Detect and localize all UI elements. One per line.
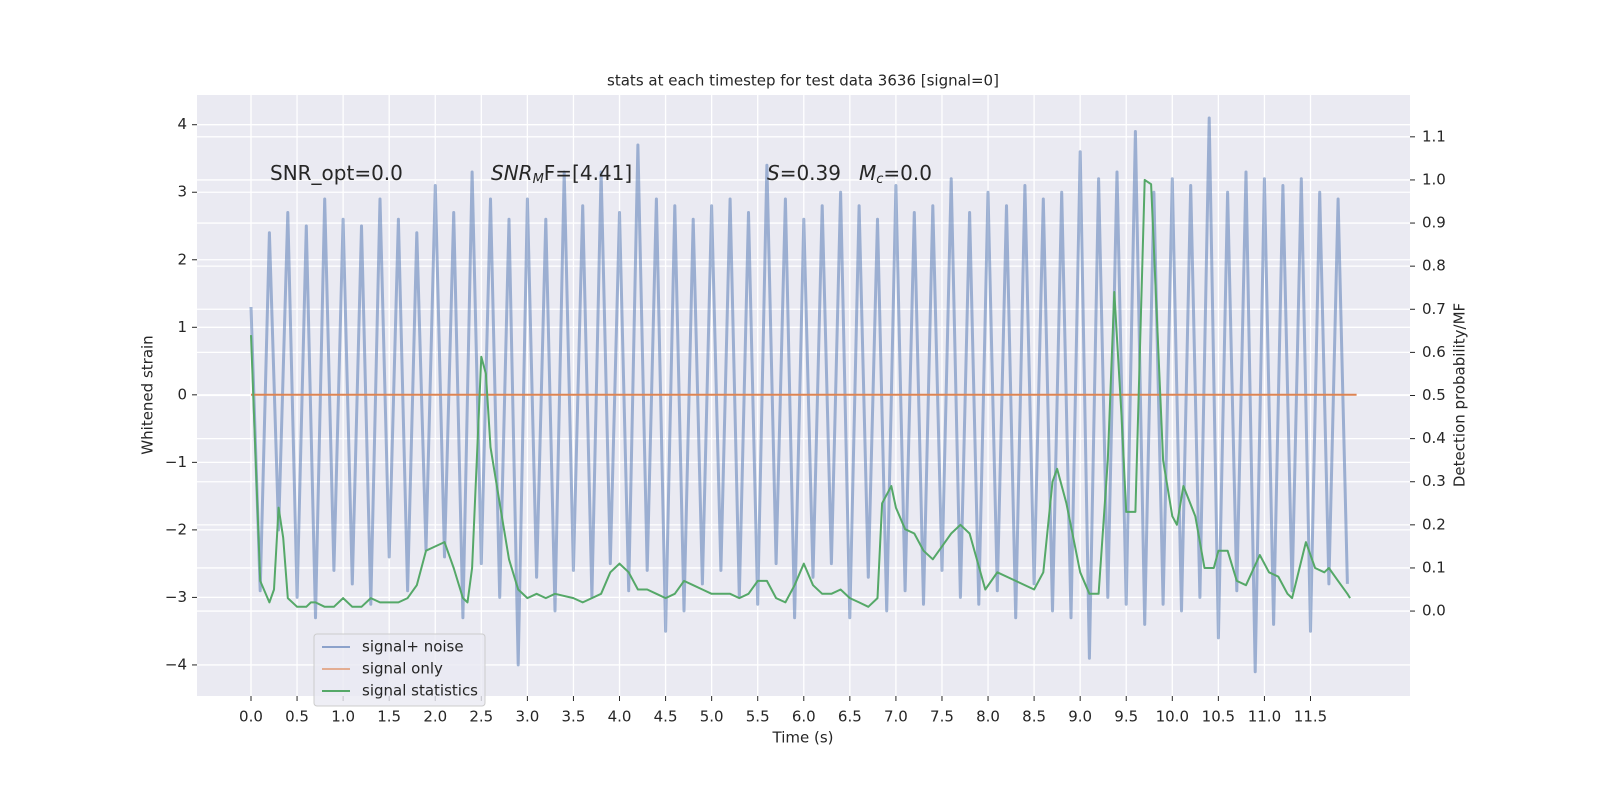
annotation-text: =0.39 xyxy=(780,161,841,185)
legend-label: signal only xyxy=(362,660,443,678)
y-tick-label: 3 xyxy=(177,183,187,201)
annotation-text: F=[4.41] xyxy=(544,161,632,185)
y-tick-label: 0 xyxy=(177,385,187,403)
annotation: SNR_opt=0.0 xyxy=(270,161,403,185)
x-tick-label: 8.0 xyxy=(976,708,1000,726)
annotation-text: SNR xyxy=(491,161,533,185)
y2-tick-label: 0.6 xyxy=(1422,343,1446,361)
x-tick-label: 11.5 xyxy=(1294,708,1327,726)
annotation: S=0.39 xyxy=(767,161,841,185)
x-tick-label: 8.5 xyxy=(1022,708,1046,726)
x-tick-label: 1.5 xyxy=(377,708,401,726)
y2-tick-label: 0.5 xyxy=(1422,386,1446,404)
x-tick-label: 1.0 xyxy=(331,708,355,726)
y2-tick-label: 1.1 xyxy=(1422,127,1446,145)
x-tick-label: 9.0 xyxy=(1068,708,1092,726)
x-tick-label: 10.0 xyxy=(1156,708,1189,726)
x-tick-label: 9.5 xyxy=(1114,708,1138,726)
series-line xyxy=(250,178,1351,608)
x-tick-label: 10.5 xyxy=(1202,708,1235,726)
y2-tick-label: 0.3 xyxy=(1422,472,1446,490)
x-tick-label: 5.0 xyxy=(700,708,724,726)
x-axis-label: Time (s) xyxy=(772,729,834,747)
x-tick-label: 7.0 xyxy=(884,708,908,726)
y2-tick-label: 0.0 xyxy=(1422,602,1446,620)
x-tick-label: 11.0 xyxy=(1248,708,1281,726)
annotation-subscript: c xyxy=(876,172,883,187)
y-tick-label: −1 xyxy=(165,453,187,471)
y2-tick-label: 0.4 xyxy=(1422,429,1446,447)
annotation-text: SNR_opt=0.0 xyxy=(270,161,403,185)
x-tick-label: 5.5 xyxy=(746,708,770,726)
annotation-text: M xyxy=(859,161,876,185)
annotation: SNRMF=[4.41] xyxy=(491,161,632,187)
legend-box xyxy=(313,633,486,707)
x-tick-label: 0.5 xyxy=(285,708,309,726)
annotation-subscript: M xyxy=(533,172,544,187)
x-tick-label: 0.0 xyxy=(239,708,263,726)
y2-tick-label: 0.8 xyxy=(1422,257,1446,275)
y-axis-label: Whitened strain xyxy=(139,335,157,454)
y-tick-label: −2 xyxy=(165,520,187,538)
legend-label: signal+ noise xyxy=(362,638,464,656)
x-tick-label: 3.0 xyxy=(515,708,539,726)
chart-title: stats at each timestep for test data 363… xyxy=(607,72,999,90)
y2-tick-label: 1.0 xyxy=(1422,170,1446,188)
x-tick-label: 7.5 xyxy=(930,708,954,726)
x-tick-label: 4.0 xyxy=(608,708,632,726)
y2-axis-label: Detection probability/MF xyxy=(1451,303,1469,487)
annotation: Mc=0.0 xyxy=(859,161,932,187)
y2-tick-label: 0.2 xyxy=(1422,515,1446,533)
x-tick-label: 6.0 xyxy=(792,708,816,726)
y-tick-label: −4 xyxy=(165,655,187,673)
x-tick-label: 3.5 xyxy=(562,708,586,726)
y2-tick-label: 0.7 xyxy=(1422,300,1446,318)
series-line xyxy=(249,116,1349,674)
x-tick-label: 6.5 xyxy=(838,708,862,726)
x-tick-label: 4.5 xyxy=(654,708,678,726)
y2-tick-label: 0.9 xyxy=(1422,214,1446,232)
legend: signal+ noise signal only signal statistic… xyxy=(313,633,486,707)
annotation-text: S xyxy=(767,161,780,185)
y-tick-label: 1 xyxy=(177,318,187,336)
y2-tick-label: 0.1 xyxy=(1422,558,1446,576)
legend-label: signal statistics xyxy=(362,682,478,700)
x-tick-label: 2.0 xyxy=(423,708,447,726)
annotation-text: =0.0 xyxy=(883,161,932,185)
y-tick-label: 2 xyxy=(177,250,187,268)
x-tick-label: 2.5 xyxy=(469,708,493,726)
y-tick-label: −3 xyxy=(165,588,187,606)
y-tick-label: 4 xyxy=(177,115,187,133)
